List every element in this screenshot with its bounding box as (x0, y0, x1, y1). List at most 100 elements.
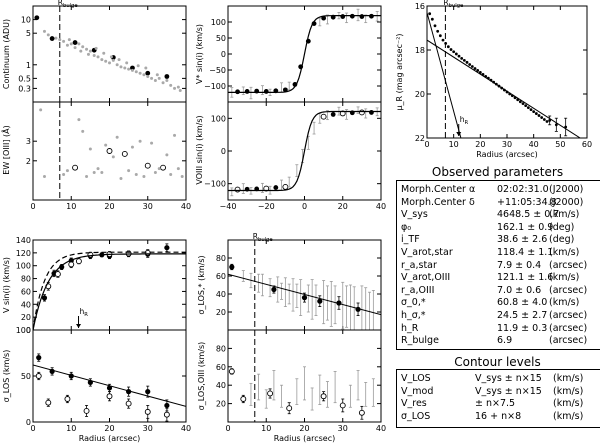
data-point-open (163, 411, 170, 418)
plot-area (228, 8, 381, 100)
plot-area (228, 106, 381, 197)
profile-point (465, 60, 469, 64)
data-point-open (121, 150, 128, 157)
contours-row: σ_LOS 16 + n×8 (km/s) (397, 411, 600, 422)
profile-point (438, 34, 442, 38)
data-point (49, 36, 55, 41)
data-point (263, 89, 269, 94)
data-point-grey (92, 54, 96, 58)
y-tick-label: 80 (216, 254, 226, 263)
data-point-grey (94, 46, 98, 50)
data-point-grey (104, 143, 108, 147)
x-tick-label: 10 (449, 140, 459, 149)
profile-point (534, 112, 538, 115)
data-point-grey (134, 173, 138, 177)
contours-table: V_LOS V_sys ± n×15 (km/s) V_mod V_sys ± n×15… (396, 369, 600, 428)
data-point-grey (58, 38, 62, 42)
data-point-open (286, 405, 293, 412)
parameters-unit: (arcsec) (549, 284, 588, 296)
data-point-open (106, 393, 113, 400)
x-tick-label: 40 (181, 424, 191, 433)
y-tick-label: 50 (21, 372, 31, 381)
data-point-open (72, 164, 79, 171)
parameters-value: 118.4 ± 1.1 (497, 247, 554, 258)
scale-arrow-label: hR (460, 115, 469, 126)
parameters-unit: (J2000) (549, 184, 584, 195)
parameters-value: +11:05:34.8 (497, 196, 557, 208)
parameters-unit: (km/s) (549, 209, 580, 221)
plot-area (39, 108, 184, 180)
data-point-grey (100, 171, 104, 175)
panel-sigmagas: 0 10 20 30 40 80 60 40 20 σ_LOS,OIII (km/s) Radius… (197, 329, 386, 443)
parameters-unit: (J2000) (549, 196, 584, 208)
x-tick-label: 40 (181, 202, 191, 211)
parameters-unit: (arcsec) (549, 259, 588, 271)
parameters-title: Observed parameters (431, 165, 564, 179)
parameters-name: Morph.Center α (401, 184, 476, 195)
data-point-grey (119, 65, 123, 69)
y-tick-label: 2 (26, 157, 31, 166)
fit-line (427, 39, 582, 138)
x-tick-label: 0 (225, 424, 230, 433)
data-point-grey (85, 47, 89, 51)
profile-point (454, 52, 458, 56)
y-tick-label: 0.5 (18, 74, 31, 83)
data-point-grey (173, 133, 177, 137)
data-point-grey (161, 81, 165, 85)
profile-point (524, 104, 528, 108)
data-point-grey (65, 43, 69, 47)
parameters-value: 38.6 ± 2.6 (497, 234, 548, 246)
data-point-grey (111, 155, 115, 159)
data-point-open (358, 409, 365, 416)
parameters-name: σ_0,* (401, 297, 426, 309)
panel-vrot: 140 120 100 80 60 40 20 0 V sin(i) (km/s) hR (2, 236, 187, 335)
x-tick-label: 20 (104, 202, 114, 211)
parameters-name: φ₀ (401, 221, 412, 233)
parameters-unit: (arcsec) (549, 310, 588, 321)
data-point-grey (102, 51, 106, 55)
data-point-grey (39, 108, 43, 112)
x-tick-label: 50 (555, 140, 565, 149)
parameters-row: R_bulge 6.9 (arcsec) (397, 335, 600, 346)
data-point-grey (165, 78, 169, 82)
data-point-open (144, 408, 151, 415)
x-tick-label: 40 (529, 140, 539, 149)
profile-point (468, 63, 472, 66)
x-tick-label: 40 (376, 424, 386, 433)
y-axis-label: EW [OIII] (Å) (0, 125, 11, 174)
x-tick-label: 30 (143, 424, 153, 433)
contours-name: V_res (401, 398, 427, 410)
y-tick-label: 100 (211, 18, 226, 27)
y-tick-label: 60 (216, 272, 226, 281)
data-point-open (228, 368, 235, 375)
data-point (273, 185, 279, 190)
data-point-grey (134, 70, 138, 74)
data-point-grey (165, 153, 169, 157)
data-point (36, 355, 42, 361)
x-tick-label: 0 (302, 202, 307, 211)
profile-point (462, 58, 466, 62)
plot-frame (426, 5, 588, 139)
y-tick-label: 100 (16, 326, 31, 335)
data-point-grey (92, 171, 96, 175)
data-point-grey (85, 174, 89, 178)
plot-area (33, 353, 186, 422)
parameters-unit: (deg) (549, 221, 575, 233)
x-tick-label: 60 (582, 140, 592, 149)
data-point (229, 264, 235, 270)
parameters-name: h_σ,* (401, 310, 426, 321)
y-tick-label: 80 (216, 344, 226, 353)
profile-point (436, 29, 440, 33)
contours-value: ± n×7.5 (475, 398, 516, 410)
data-point-grey (117, 58, 121, 62)
data-point-open (125, 400, 132, 407)
y-tick-label: 50 (216, 34, 226, 43)
data-point-open (45, 399, 52, 406)
data-point-grey (54, 36, 58, 40)
parameters-value: 162.1 ± 0.9 (497, 221, 554, 233)
parameters-value: 02:02:31.0 (497, 184, 549, 195)
x-axis-label: Radius (arcsec) (274, 434, 336, 443)
data-point-grey (46, 33, 50, 37)
parameters-row: Morph.Center α 02:02:31.0 (J2000) (397, 184, 600, 195)
